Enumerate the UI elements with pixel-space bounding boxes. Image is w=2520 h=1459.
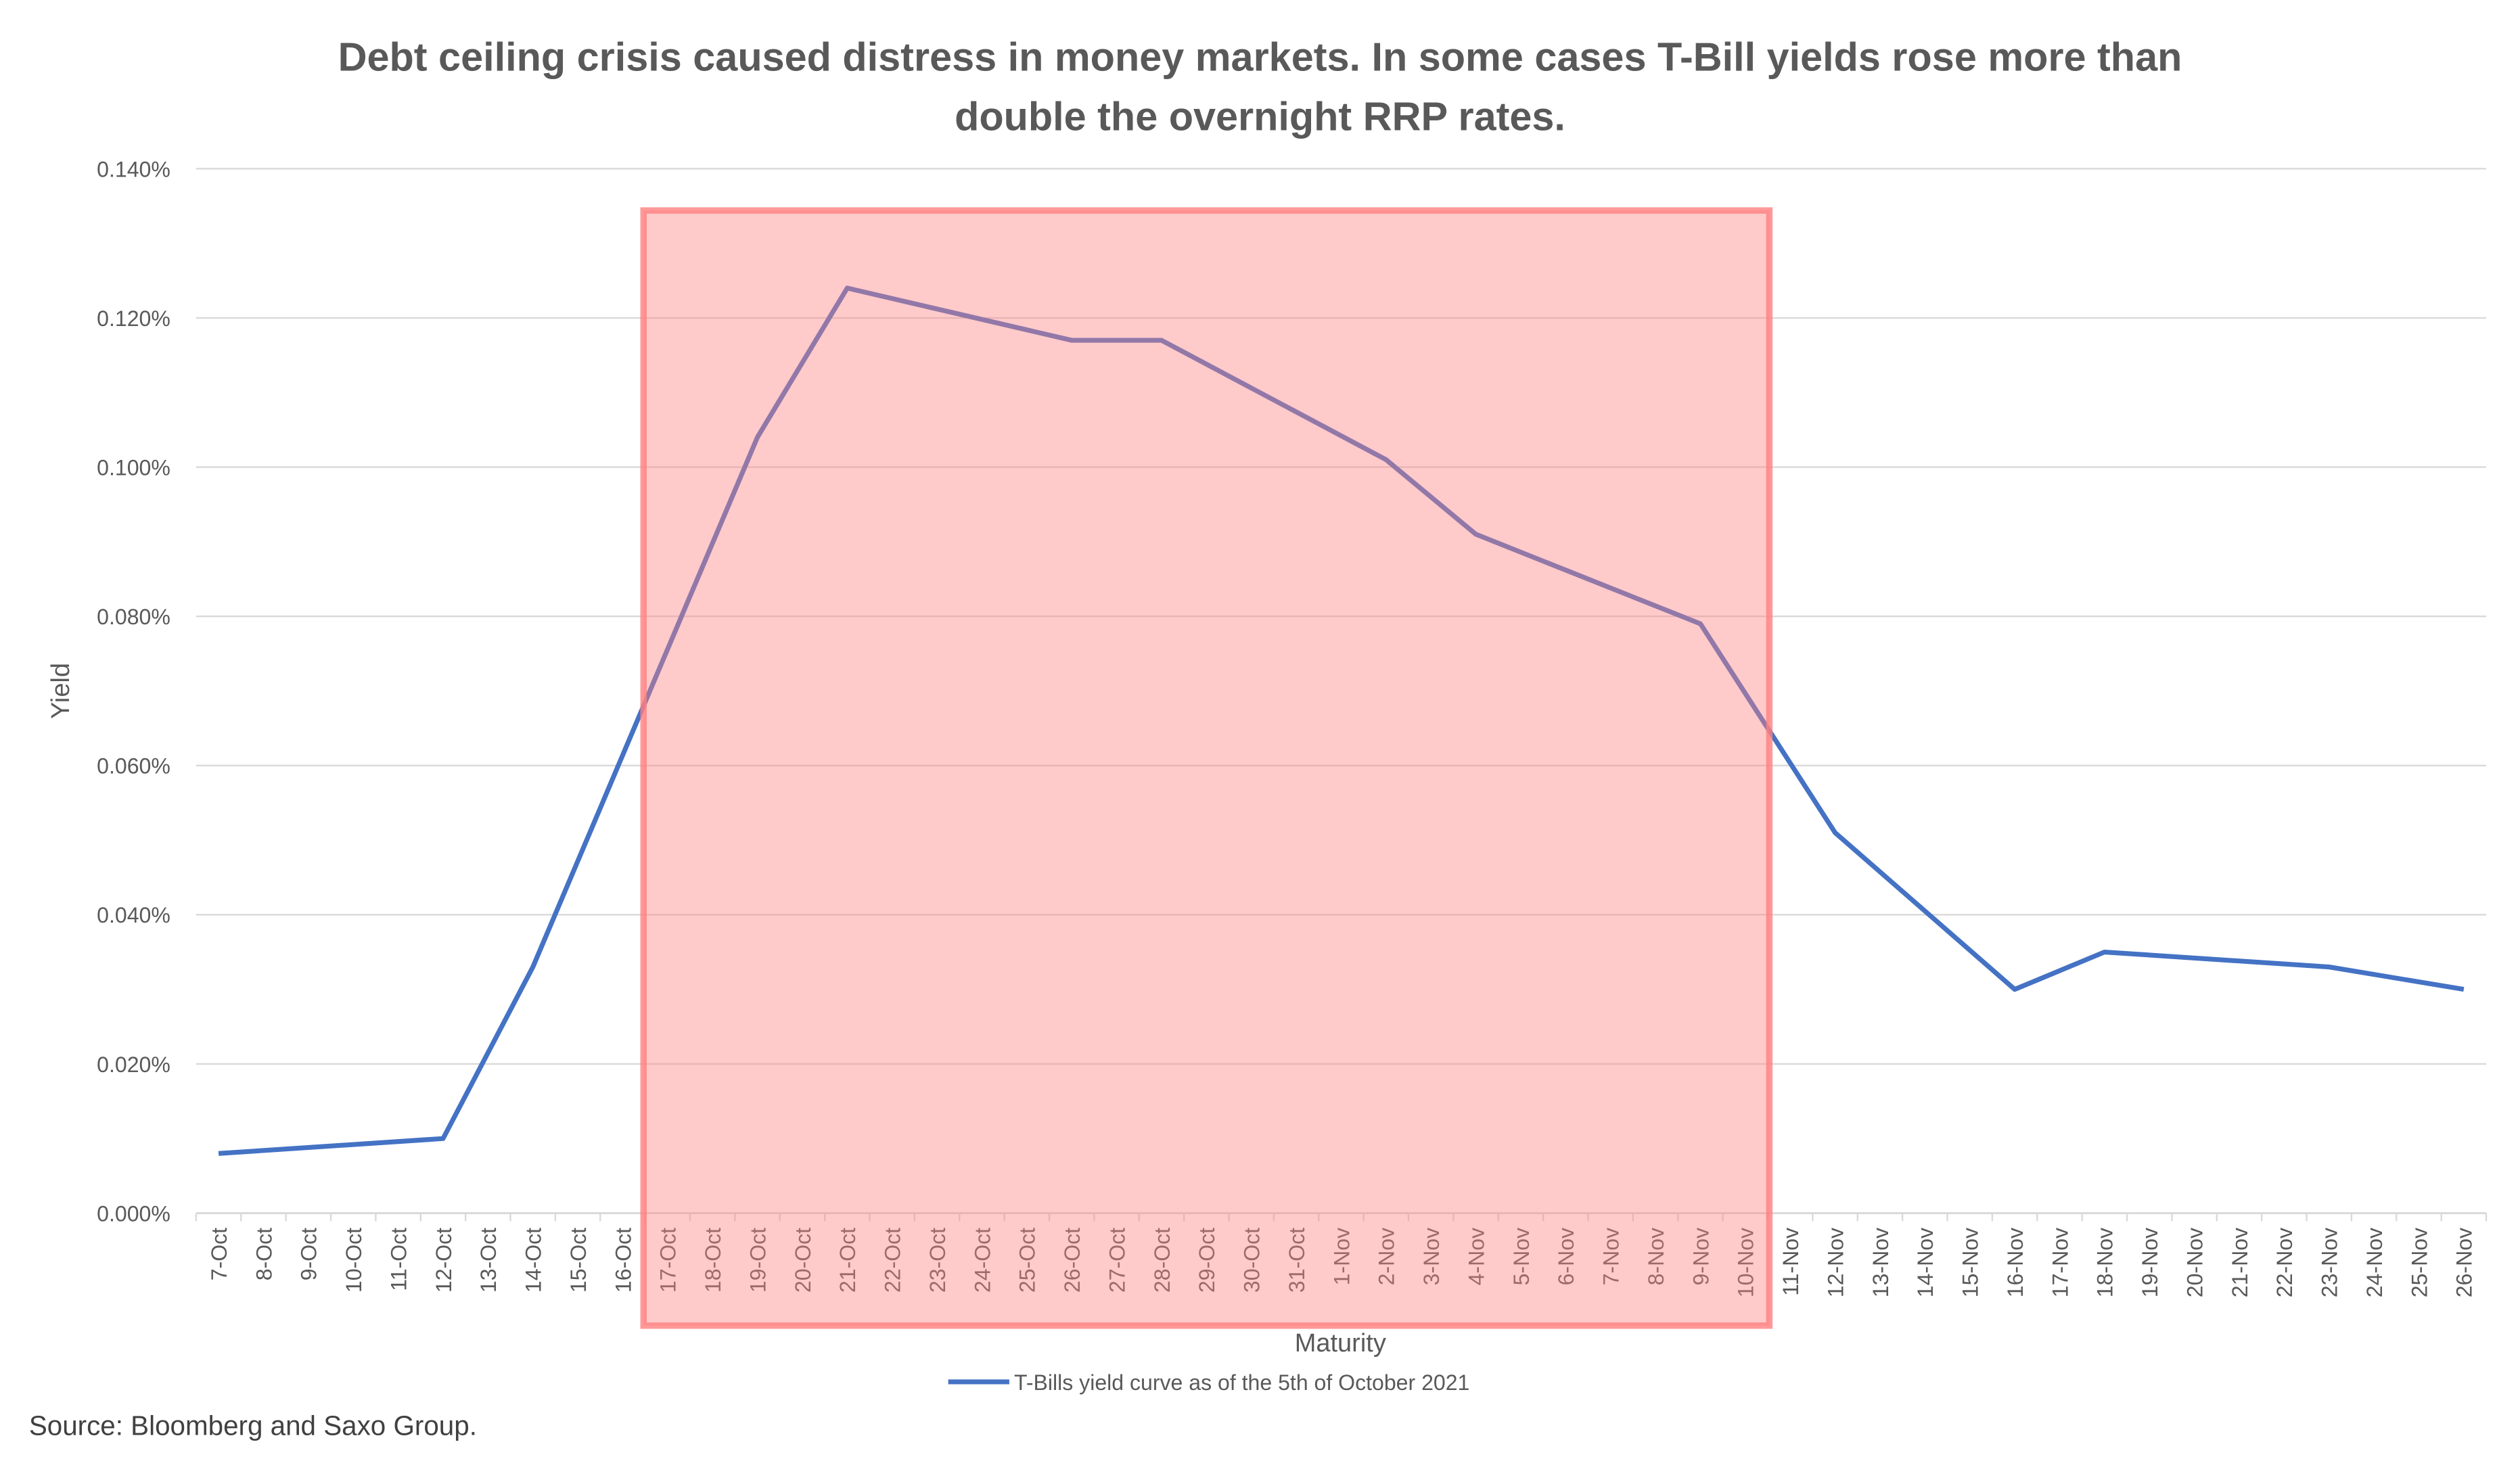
x-tick-label: 22-Oct: [881, 1228, 905, 1293]
x-tick-label: 19-Oct: [746, 1228, 770, 1293]
y-tick-label: 0.120%: [97, 306, 170, 331]
x-tick-label: 21-Nov: [2228, 1228, 2252, 1297]
x-tick-label: 18-Nov: [2093, 1228, 2117, 1297]
x-tick-label: 18-Oct: [701, 1228, 725, 1293]
x-tick-label: 12-Nov: [1823, 1228, 1848, 1297]
x-axis: 7-Oct 8-Oct 9-Oct 10-Oct 11-Oct 12-Oct 13-Oct 1…: [195, 1212, 2488, 1297]
x-tick-label: 12-Oct: [432, 1228, 456, 1293]
x-tick-label: 29-Oct: [1195, 1228, 1219, 1293]
y-axis-title: Yield: [47, 663, 75, 719]
x-tick-label: 26-Nov: [2452, 1228, 2477, 1297]
source-note: Source: Bloomberg and Saxo Group.: [29, 1410, 477, 1441]
y-axis-ticks: 0.000% 0.020% 0.040% 0.060% 0.080% 0.100% 0.12…: [97, 157, 170, 1226]
x-tick-label: 10-Oct: [342, 1228, 366, 1293]
x-tick-label: 2-Nov: [1375, 1228, 1399, 1286]
x-tick-label: 15-Nov: [1958, 1228, 1983, 1297]
x-axis-title: Maturity: [1295, 1329, 1386, 1358]
x-tick-label: 21-Oct: [835, 1228, 860, 1293]
highlight-box: [640, 207, 1773, 1329]
x-tick-label: 17-Oct: [656, 1228, 681, 1293]
legend-label: T-Bills yield curve as of the 5th of Oct…: [1014, 1370, 1469, 1395]
x-tick-label: 14-Nov: [1913, 1228, 1938, 1297]
y-tick-label: 0.140%: [97, 157, 170, 181]
gridlines: [196, 168, 2487, 1065]
x-tick-label: 13-Nov: [1869, 1228, 1893, 1297]
x-tick-label: 26-Oct: [1060, 1228, 1084, 1293]
x-tick-label: 10-Nov: [1734, 1228, 1758, 1297]
y-tick-label: 0.040%: [97, 903, 170, 927]
x-tick-label: 8-Nov: [1644, 1228, 1668, 1286]
x-tick-label: 25-Nov: [2407, 1228, 2431, 1297]
x-tick-label: 11-Oct: [386, 1228, 411, 1291]
y-tick-label: 0.080%: [97, 605, 170, 629]
x-tick-label: 19-Nov: [2138, 1228, 2162, 1297]
x-tick-label: 16-Nov: [2003, 1228, 2028, 1297]
x-tick-label: 6-Nov: [1554, 1228, 1578, 1286]
x-tick-label: 23-Nov: [2318, 1228, 2342, 1297]
y-tick-label: 0.100%: [97, 455, 170, 480]
chart-title-line-2: double the overnight RRP rates.: [955, 93, 1565, 139]
x-tick-label: 15-Oct: [566, 1228, 591, 1293]
x-tick-label: 3-Nov: [1419, 1228, 1444, 1286]
x-tick-label: 22-Nov: [2272, 1228, 2297, 1297]
x-tick-label: 24-Nov: [2362, 1228, 2387, 1297]
x-tick-label: 11-Nov: [1779, 1228, 1803, 1296]
x-tick-label: 28-Oct: [1150, 1228, 1174, 1293]
x-tick-label: 9-Nov: [1689, 1228, 1713, 1286]
x-tick-label: 20-Nov: [2182, 1228, 2207, 1297]
x-tick-label: 27-Oct: [1105, 1228, 1129, 1293]
y-tick-label: 0.020%: [97, 1052, 170, 1077]
series-lines: [218, 285, 2465, 1156]
x-tick-label: 20-Oct: [791, 1228, 815, 1293]
x-tick-label: 24-Oct: [970, 1228, 994, 1293]
x-tick-label: 17-Nov: [2048, 1228, 2072, 1297]
x-tick-label: 25-Oct: [1015, 1228, 1040, 1293]
x-tick-label: 1-Nov: [1329, 1228, 1354, 1286]
x-tick-label: 5-Nov: [1509, 1228, 1534, 1286]
x-tick-label: 9-Oct: [297, 1228, 321, 1280]
x-tick-label: 7-Oct: [207, 1228, 231, 1280]
chart-title-line-1: Debt ceiling crisis caused distress in m…: [338, 34, 2182, 80]
x-tick-label: 7-Nov: [1599, 1228, 1624, 1286]
x-tick-label: 8-Oct: [252, 1228, 276, 1280]
x-tick-label: 16-Oct: [611, 1228, 635, 1293]
y-tick-label: 0.060%: [97, 754, 170, 779]
x-tick-label: 4-Nov: [1464, 1228, 1488, 1286]
x-tick-label: 13-Oct: [476, 1228, 501, 1293]
x-tick-label: 30-Oct: [1240, 1228, 1264, 1293]
x-tick-label: 31-Oct: [1285, 1228, 1309, 1293]
x-tick-label: 14-Oct: [522, 1228, 546, 1293]
y-tick-label: 0.000%: [97, 1201, 170, 1226]
x-tick-label: 23-Oct: [925, 1228, 950, 1293]
